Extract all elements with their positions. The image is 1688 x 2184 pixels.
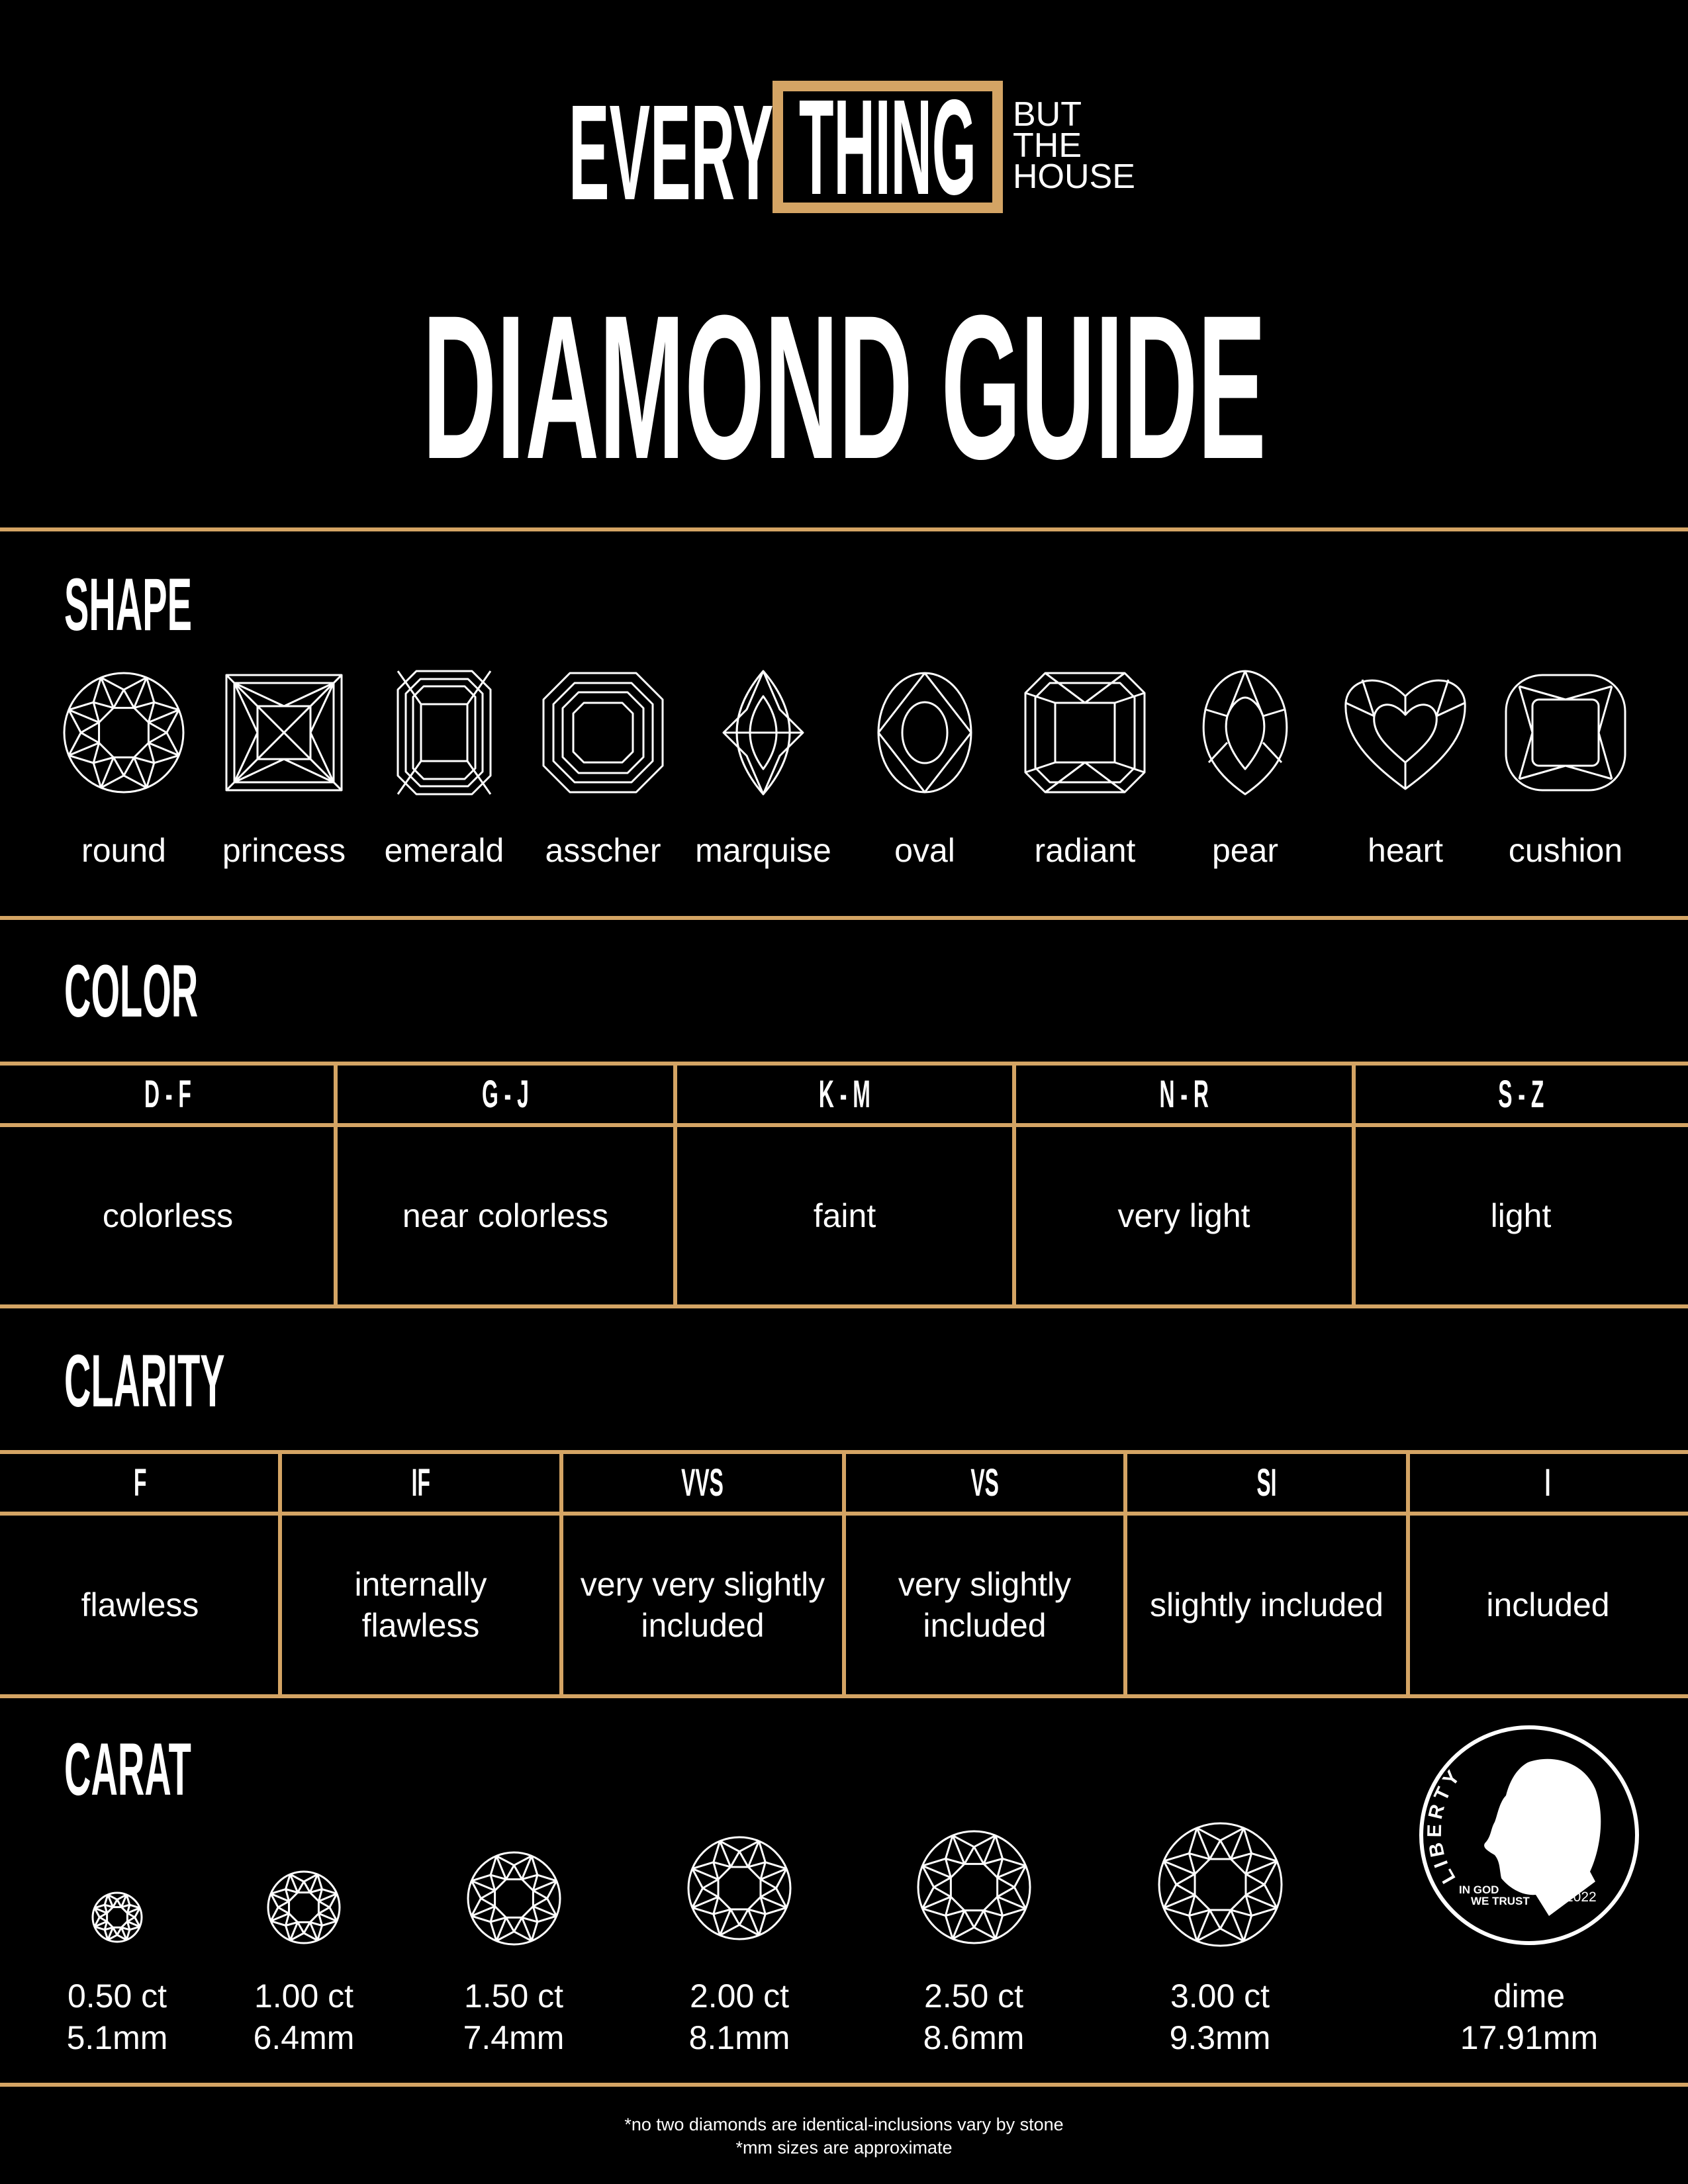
color-desc-3: very light <box>1117 1197 1250 1234</box>
radiant-diamond-icon <box>1024 672 1146 794</box>
table-line <box>0 1304 1688 1308</box>
footer: *no two diamonds are identical-inclusion… <box>0 2113 1688 2160</box>
marquise-diamond-icon <box>722 670 804 796</box>
pear-diamond-icon <box>1202 670 1288 796</box>
table-line <box>0 1062 1688 1066</box>
svg-text:WE TRUST: WE TRUST <box>1471 1895 1530 1907</box>
column-divider <box>1012 1064 1016 1306</box>
section-heading-shape: SHAPE <box>64 563 192 646</box>
carat-label: 2.50 ct 8.6mm <box>923 1978 1025 2056</box>
section-heading-carat: CARAT <box>64 1728 191 1811</box>
svg-text:LIBERTY: LIBERTY <box>1424 1764 1467 1887</box>
divider <box>0 2083 1688 2087</box>
color-grade-2: K - M <box>819 1073 870 1116</box>
divider <box>0 916 1688 920</box>
svg-text:2022: 2022 <box>1566 1889 1597 1905</box>
logo-the: THE <box>1013 126 1082 165</box>
round-diamond-icon <box>1158 1822 1282 1946</box>
svg-text:IN GOD: IN GOD <box>1459 1884 1499 1896</box>
round-diamond-icon <box>467 1851 561 1945</box>
clarity-desc-1: internally flawless <box>354 1565 487 1645</box>
color-desc-0: colorless <box>102 1197 234 1234</box>
clarity-desc-2: very very slightly included <box>580 1565 825 1645</box>
clarity-desc-0: flawless <box>81 1586 199 1623</box>
carat-label: 2.00 ct 8.1mm <box>688 1978 790 2056</box>
shape-label-radiant: radiant <box>1034 832 1136 869</box>
clarity-desc-5: included <box>1486 1586 1610 1623</box>
column-divider <box>334 1064 338 1306</box>
clarity-grade-1: IF <box>411 1461 430 1504</box>
logo-house: HOUSE <box>1013 158 1135 196</box>
clarity-grade-4: SI <box>1256 1461 1277 1504</box>
princess-diamond-icon <box>225 674 343 792</box>
clarity-grade-5: I <box>1545 1461 1551 1504</box>
logo-word-thing: THING <box>799 71 976 223</box>
round-diamond-icon <box>687 1836 792 1940</box>
clarity-desc-4: slightly included <box>1150 1586 1383 1623</box>
shape-label-princess: princess <box>222 832 346 869</box>
column-divider <box>278 1452 282 1696</box>
dime-coin-icon: LIBERTY IN GOD WE TRUST 2022 <box>1419 1725 1639 1945</box>
round-diamond-icon <box>91 1891 143 1943</box>
carat-label: 1.50 ct 7.4mm <box>463 1978 565 2056</box>
shape-label-emerald: emerald <box>384 832 504 869</box>
clarity-grade-0: F <box>133 1461 147 1504</box>
carat-label: 3.00 ct 9.3mm <box>1169 1978 1271 2056</box>
logo-but: BUT <box>1013 95 1082 134</box>
column-divider <box>1352 1064 1356 1306</box>
dime-label: dime 17.91mm <box>1460 1978 1599 2056</box>
shape-label-oval: oval <box>894 832 955 869</box>
table-line <box>0 1123 1688 1127</box>
shape-label-asscher: asscher <box>545 832 661 869</box>
carat-label: 0.50 ct 5.1mm <box>66 1978 168 2056</box>
asscher-diamond-icon <box>542 672 664 794</box>
heart-diamond-icon <box>1344 679 1466 790</box>
color-desc-4: light <box>1490 1197 1552 1234</box>
color-grade-1: G - J <box>482 1073 529 1116</box>
clarity-desc-3: very slightly included <box>898 1565 1072 1645</box>
column-divider <box>559 1452 563 1696</box>
color-desc-2: faint <box>813 1197 876 1234</box>
oval-diamond-icon <box>877 672 972 794</box>
color-grade-4: S - Z <box>1497 1073 1544 1116</box>
section-heading-clarity: CLARITY <box>64 1340 225 1422</box>
page-title: DIAMOND GUIDE <box>422 272 1266 502</box>
emerald-diamond-icon <box>397 670 492 796</box>
color-grade-0: D - F <box>144 1073 191 1116</box>
divider <box>0 527 1688 531</box>
footer-note-inclusions: *no two diamonds are identical-inclusion… <box>624 2115 1064 2134</box>
logo-box: THING <box>773 71 1003 223</box>
round-diamond-icon <box>63 672 185 794</box>
color-desc-1: near colorless <box>402 1197 609 1234</box>
clarity-grade-2: VVS <box>681 1461 724 1504</box>
column-divider <box>1123 1452 1127 1696</box>
column-divider <box>842 1452 846 1696</box>
cushion-diamond-icon <box>1505 674 1626 792</box>
column-divider <box>1406 1452 1410 1696</box>
section-heading-color: COLOR <box>64 950 199 1032</box>
round-diamond-icon <box>917 1830 1031 1944</box>
carat-label: 1.00 ct 6.4mm <box>253 1978 355 2056</box>
color-grade-3: N - R <box>1159 1073 1209 1116</box>
round-diamond-icon <box>267 1870 341 1944</box>
clarity-grade-3: VS <box>970 1461 999 1504</box>
shape-label-heart: heart <box>1368 832 1443 869</box>
logo-word-every: EVERY <box>569 76 774 228</box>
column-divider <box>673 1064 677 1306</box>
shape-label-cushion: cushion <box>1508 832 1623 869</box>
shape-label-round: round <box>81 832 166 869</box>
table-line <box>0 1694 1688 1698</box>
shape-label-marquise: marquise <box>695 832 831 869</box>
shape-label-pear: pear <box>1211 832 1279 869</box>
footer-note-mm: *mm sizes are approximate <box>735 2138 953 2158</box>
